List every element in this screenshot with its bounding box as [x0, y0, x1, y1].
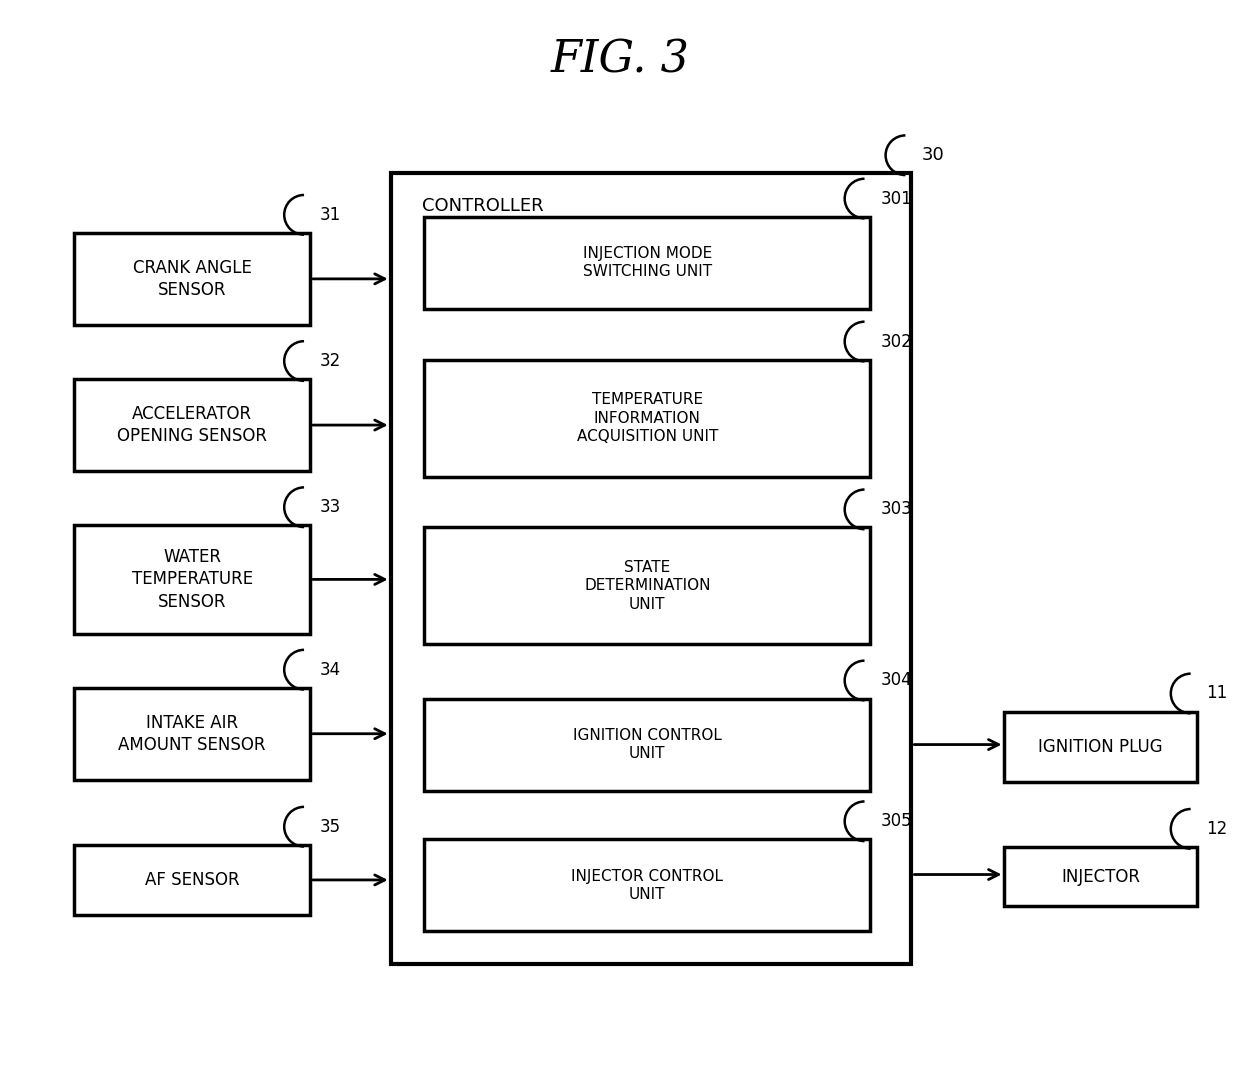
Text: 31: 31 — [320, 206, 341, 224]
Text: 301: 301 — [880, 190, 913, 208]
Text: INJECTOR CONTROL
UNIT: INJECTOR CONTROL UNIT — [572, 869, 723, 902]
Text: CONTROLLER: CONTROLLER — [422, 197, 543, 216]
Text: AF SENSOR: AF SENSOR — [145, 871, 239, 889]
Text: TEMPERATURE
INFORMATION
ACQUISITION UNIT: TEMPERATURE INFORMATION ACQUISITION UNIT — [577, 392, 718, 444]
Text: 305: 305 — [880, 812, 913, 831]
Bar — [424, 699, 870, 791]
Bar — [74, 233, 310, 325]
Bar — [74, 845, 310, 915]
Bar — [424, 360, 870, 477]
Text: 32: 32 — [320, 352, 341, 370]
Text: IGNITION PLUG: IGNITION PLUG — [1038, 738, 1163, 756]
Text: INJECTOR: INJECTOR — [1061, 867, 1140, 886]
Bar — [424, 839, 870, 931]
Text: INJECTION MODE
SWITCHING UNIT: INJECTION MODE SWITCHING UNIT — [583, 246, 712, 279]
Text: INTAKE AIR
AMOUNT SENSOR: INTAKE AIR AMOUNT SENSOR — [119, 714, 265, 754]
Text: 302: 302 — [880, 332, 913, 351]
Bar — [391, 173, 911, 964]
Bar — [1004, 712, 1197, 782]
Bar — [424, 527, 870, 644]
Text: 303: 303 — [880, 500, 913, 519]
Text: IGNITION CONTROL
UNIT: IGNITION CONTROL UNIT — [573, 728, 722, 761]
Bar — [74, 688, 310, 780]
Text: FIG. 3: FIG. 3 — [551, 38, 689, 81]
Text: ACCELERATOR
OPENING SENSOR: ACCELERATOR OPENING SENSOR — [118, 405, 267, 445]
Text: 34: 34 — [320, 661, 341, 679]
Text: 30: 30 — [921, 146, 944, 165]
Bar — [424, 217, 870, 309]
Text: 33: 33 — [320, 498, 341, 517]
Text: 304: 304 — [880, 671, 913, 690]
Text: CRANK ANGLE
SENSOR: CRANK ANGLE SENSOR — [133, 259, 252, 299]
Bar — [74, 525, 310, 634]
Text: 11: 11 — [1207, 684, 1228, 703]
Bar — [1004, 847, 1197, 906]
Text: 35: 35 — [320, 818, 341, 836]
Bar — [74, 379, 310, 471]
Text: 12: 12 — [1207, 820, 1228, 838]
Text: STATE
DETERMINATION
UNIT: STATE DETERMINATION UNIT — [584, 560, 711, 612]
Text: WATER
TEMPERATURE
SENSOR: WATER TEMPERATURE SENSOR — [131, 548, 253, 611]
